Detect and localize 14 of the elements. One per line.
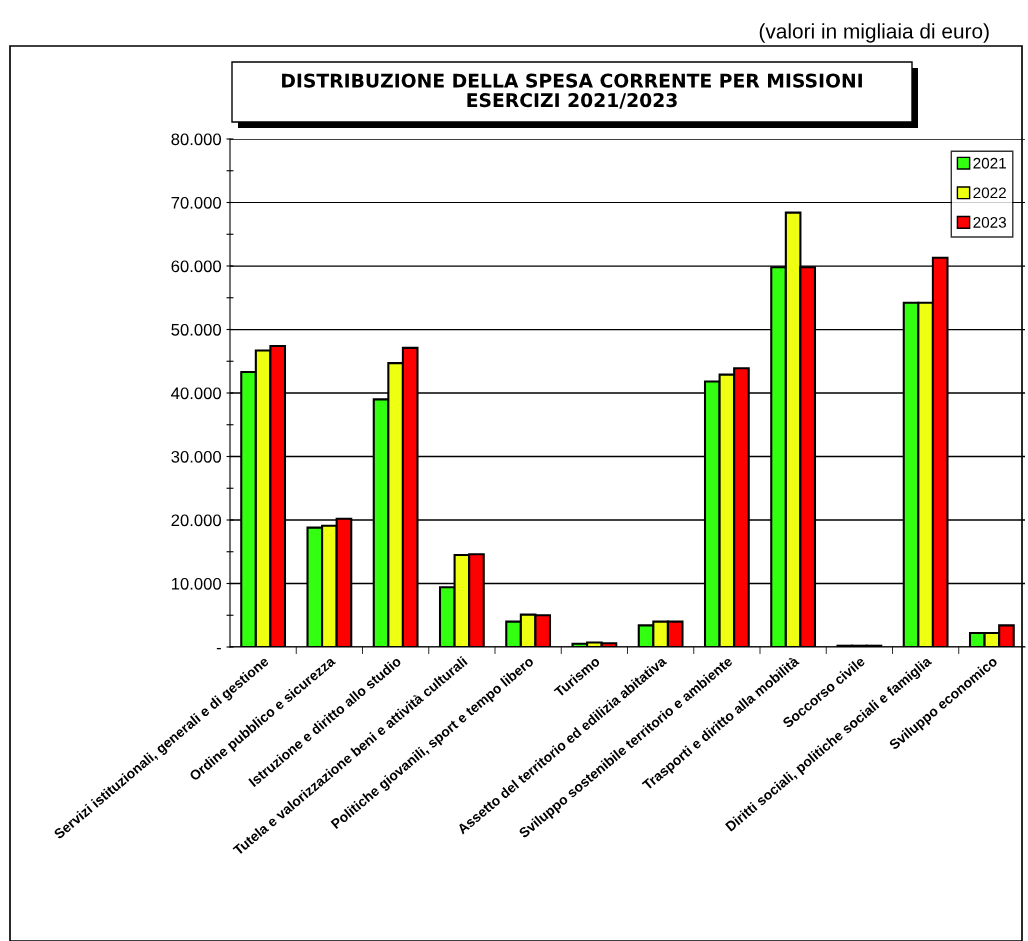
chart-title: DISTRIBUZIONE DELLA SPESA CORRENTE PER MISSIONI ESERCIZI 2021/2023	[282, 73, 862, 109]
y-tick-label: 40.000	[171, 387, 222, 400]
y-tick-label: 80.000	[171, 133, 222, 146]
y-tick-label: 20.000	[171, 514, 222, 527]
y-tick-label: 30.000	[171, 450, 222, 463]
legend-label: 2023	[973, 217, 1006, 228]
y-tick-label: 60.000	[171, 260, 222, 273]
y-tick-label: 70.000	[171, 196, 222, 209]
y-tick-label: 50.000	[171, 323, 222, 336]
y-tick-label: 10.000	[171, 577, 222, 590]
y-tick-label: -	[216, 647, 221, 650]
legend-label: 2022	[973, 187, 1006, 199]
text: (valori in migliaia di euro)	[759, 23, 989, 43]
legend-label: 2021	[973, 157, 1006, 169]
